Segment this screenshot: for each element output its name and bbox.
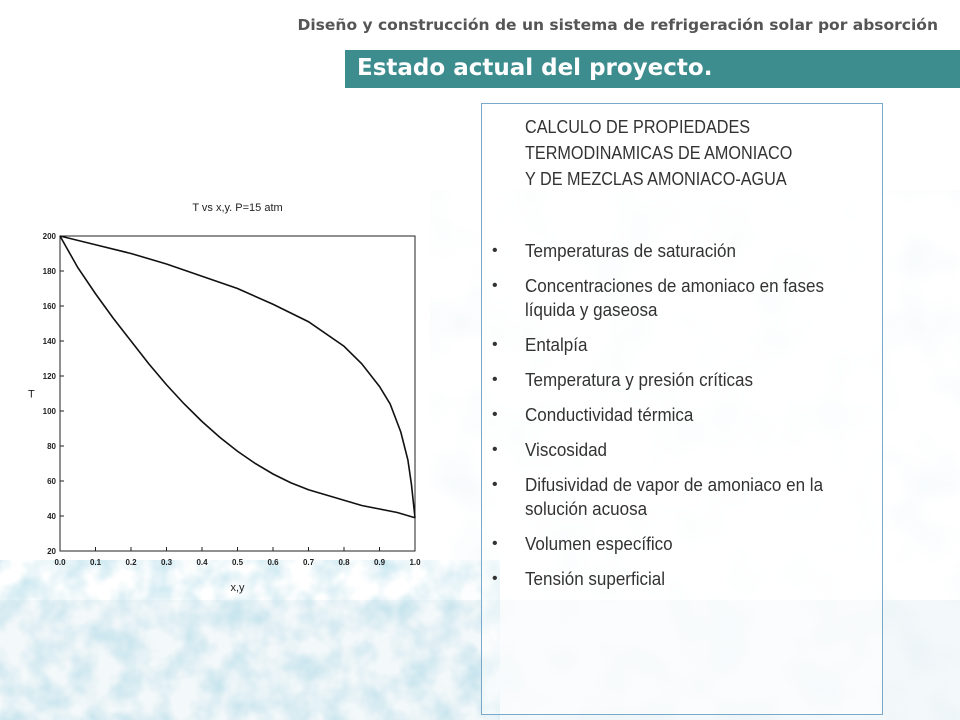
bullet-icon: • [492, 441, 498, 458]
slide-title: Estado actual del proyecto. [357, 55, 713, 81]
list-item: • Temperatura y presión críticas [482, 368, 882, 392]
series-line-2 [59, 235, 416, 518]
list-item: • Conductividad térmica [482, 403, 882, 427]
bullet-icon: • [492, 570, 498, 587]
y-tick-label: 140 [43, 337, 57, 346]
list-item-text: Difusividad de vapor de amoniaco en la s… [525, 474, 824, 519]
heading-line: TERMODINAMICAS DE AMONIACO [525, 143, 793, 163]
phase-diagram-chart: T vs x,y. P=15 atm x,y T 0.0 0.1 0.2 0.3 0.4 0.5… [20, 188, 440, 598]
list-item-text: Conductividad térmica [525, 404, 694, 425]
chart-svg: T vs x,y. P=15 atm x,y T 0.0 0.1 0.2 0.3 0.4 0.5… [28, 202, 421, 594]
bullet-icon: • [492, 371, 498, 388]
y-tick-label: 20 [47, 547, 56, 556]
x-tick-label: 0.6 [267, 558, 279, 567]
x-tick-label: 0.0 [54, 558, 66, 567]
y-tick-label: 60 [47, 477, 56, 486]
list-item-text: Entalpía [525, 334, 588, 355]
x-tick-label: 0.8 [338, 558, 350, 567]
list-item-text: Temperatura y presión críticas [525, 369, 753, 390]
content-heading: CALCULO DE PROPIEDADES TERMODINAMICAS DE… [525, 114, 840, 192]
bullet-icon: • [492, 406, 498, 423]
list-item: • Temperaturas de saturación [482, 239, 882, 263]
list-item-text: Temperaturas de saturación [525, 240, 736, 261]
list-item: • Entalpía [482, 333, 882, 357]
list-item: • Viscosidad [482, 438, 882, 462]
heading-line: Y DE MEZCLAS AMONIACO-AGUA [525, 169, 787, 189]
content-panel: CALCULO DE PROPIEDADES TERMODINAMICAS DE… [481, 103, 883, 715]
heading-line: CALCULO DE PROPIEDADES [525, 117, 751, 137]
list-item: • Difusividad de vapor de amoniaco en la … [482, 473, 882, 521]
bullet-icon: • [492, 242, 498, 259]
x-tick-label: 0.7 [303, 558, 315, 567]
plot-frame [59, 235, 416, 552]
y-tick-label: 160 [43, 302, 57, 311]
bullet-icon: • [492, 277, 498, 294]
bullet-icon: • [492, 535, 498, 552]
list-item: • Volumen específico [482, 532, 882, 556]
y-tick-label: 200 [43, 232, 57, 241]
y-tick-label: 120 [43, 372, 57, 381]
y-axis-label: T [28, 389, 35, 401]
list-item: • Tensión superficial [482, 567, 882, 591]
x-tick-label: 0.3 [161, 558, 173, 567]
series-line-1 [59, 235, 416, 519]
x-tick-label: 0.9 [374, 558, 386, 567]
y-tick-label: 100 [43, 407, 57, 416]
list-item: • Concentraciones de amoniaco en fases lí… [482, 274, 882, 322]
list-item-text: Tensión superficial [525, 568, 666, 589]
x-tick-label: 0.4 [196, 558, 208, 567]
x-tick-label: 0.1 [90, 558, 102, 567]
x-tick-label: 0.5 [232, 558, 244, 567]
property-list: • Temperaturas de saturación • Concentraci… [482, 239, 882, 602]
y-tick-label: 40 [47, 512, 56, 521]
chart-title: T vs x,y. P=15 atm [192, 202, 282, 214]
bullet-icon: • [492, 336, 498, 353]
list-item-text: Concentraciones de amoniaco en fases líq… [525, 275, 824, 320]
y-tick-label: 80 [47, 442, 56, 451]
bullet-icon: • [492, 476, 498, 493]
x-axis-label: x,y [230, 582, 245, 594]
x-tick-label: 0.2 [125, 558, 137, 567]
slide-title-bar: Estado actual del proyecto. [345, 50, 960, 88]
x-tick-label: 1.0 [409, 558, 421, 567]
list-item-text: Volumen específico [525, 533, 673, 554]
presentation-header: Diseño y construcción de un sistema de r… [297, 16, 939, 34]
y-tick-label: 180 [43, 267, 57, 276]
list-item-text: Viscosidad [525, 439, 608, 460]
